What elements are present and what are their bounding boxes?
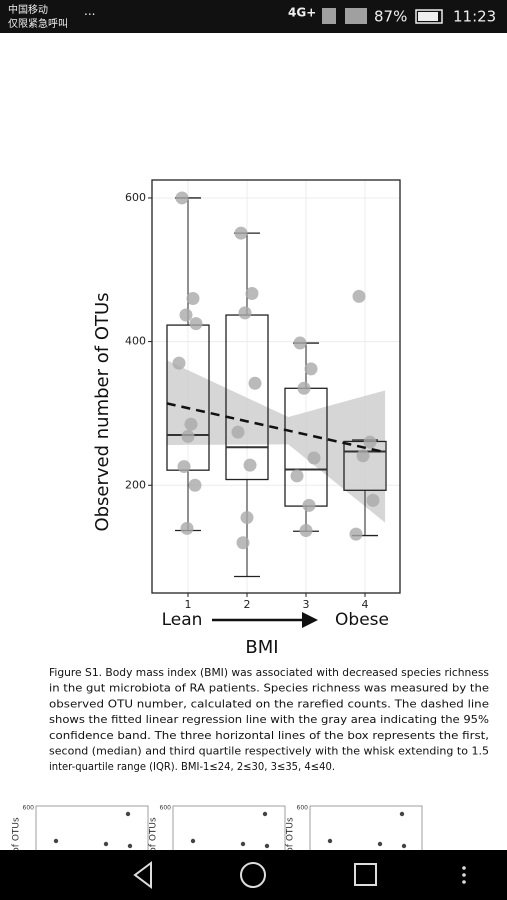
point (236, 536, 250, 550)
point (304, 362, 318, 376)
thumbnail-dot (401, 843, 407, 849)
thumbnail-y-label: of OTUs (12, 817, 22, 853)
thumbnail-dot (264, 843, 270, 849)
point (188, 478, 202, 492)
thumbnail-dot (53, 838, 59, 844)
caption-line: second (median) and third quartile respe… (49, 745, 489, 758)
signal-icon (345, 8, 367, 24)
x-tick-label: 1 (185, 598, 192, 611)
thumbnail-tick: 600 (23, 805, 35, 812)
thumbnail-y-label: of OTUs (286, 817, 296, 853)
point (290, 469, 304, 483)
battery-level (418, 12, 438, 21)
point (302, 498, 316, 512)
caption-line: in the gut microbiota of RA patients. Sp… (49, 682, 489, 695)
status: 仅限紧急呼叫 (8, 17, 68, 30)
point (238, 306, 252, 320)
point (356, 449, 370, 463)
point (189, 317, 203, 331)
caption: Figure S1. Body mass index (BMI) was ass… (49, 666, 489, 773)
x-tick-label: 3 (303, 598, 310, 611)
y-axis-label: Observed number of OTUs (92, 292, 113, 531)
thumbnail-tick: 600 (297, 805, 309, 812)
point (293, 336, 307, 350)
chart: 200 400 600 1 2 3 4 Lean Obese BMI Observed number… (92, 179, 401, 658)
point (172, 356, 186, 370)
trend-line (166, 402, 386, 454)
point (184, 417, 198, 431)
point (181, 429, 195, 443)
x-start-label: Lean (162, 610, 203, 630)
recent-button[interactable] (354, 863, 377, 886)
back-button[interactable] (133, 861, 152, 889)
arrow-head (302, 612, 318, 628)
point (307, 451, 321, 465)
point (363, 435, 377, 449)
thumbnail-dot (327, 838, 333, 844)
caption-line: Figure S1. Body mass index (BMI) was ass… (49, 666, 489, 679)
caption-line: confidence band. The three horizontal li… (49, 729, 489, 742)
point (245, 286, 259, 300)
network: 4G+ (288, 6, 316, 20)
point (297, 381, 311, 395)
thumbnail-y-label: of OTUs (149, 817, 159, 853)
thumbnail-tick: 600 (160, 805, 172, 812)
point (240, 511, 254, 525)
x-tick-label: 4 (362, 598, 369, 611)
more-button[interactable] (462, 866, 466, 884)
point (234, 226, 248, 240)
x-tick-label: 2 (244, 598, 251, 611)
confidence-band (166, 360, 386, 523)
thumbnail-dot (103, 841, 109, 847)
point (177, 460, 191, 474)
nav-bar (0, 850, 507, 900)
point (248, 376, 262, 390)
y-tick-label: 400 (125, 335, 146, 348)
x-end-label: Obese (335, 610, 389, 630)
y-tick-label: 600 (125, 191, 146, 204)
thumbnail-dot (262, 811, 268, 817)
thumbnail-dot (190, 838, 196, 844)
y-tick-label: 200 (125, 478, 146, 491)
point (175, 191, 189, 205)
thumbnail-dot (240, 841, 246, 847)
point (243, 458, 257, 472)
caption-line: observed OTU number, calculated on the r… (49, 697, 489, 710)
caption-line: shows the fitted linear regression line … (49, 713, 489, 726)
point (179, 308, 193, 322)
thumbnail-dot (125, 811, 131, 817)
point (180, 521, 194, 535)
battery-icon (415, 9, 443, 24)
home-button[interactable] (240, 862, 266, 888)
point (352, 289, 366, 303)
point (231, 425, 245, 439)
point (186, 292, 200, 306)
plot-border (151, 179, 401, 594)
thumbnail-dot (377, 841, 383, 847)
menu: ··· (84, 8, 95, 22)
point (366, 493, 380, 507)
time: 11:23 (453, 8, 496, 26)
point (299, 524, 313, 538)
carrier: 中国移动 (8, 3, 48, 16)
caption-line: inter-quartile range (IQR). BMI-1≤24, 2≤… (49, 760, 335, 773)
x-axis-label: BMI (245, 637, 278, 658)
signal-icon (322, 8, 336, 24)
point (349, 527, 363, 541)
thumbnail-dot (127, 843, 133, 849)
battery: 87% (374, 8, 407, 26)
thumbnail-dot (399, 811, 405, 817)
